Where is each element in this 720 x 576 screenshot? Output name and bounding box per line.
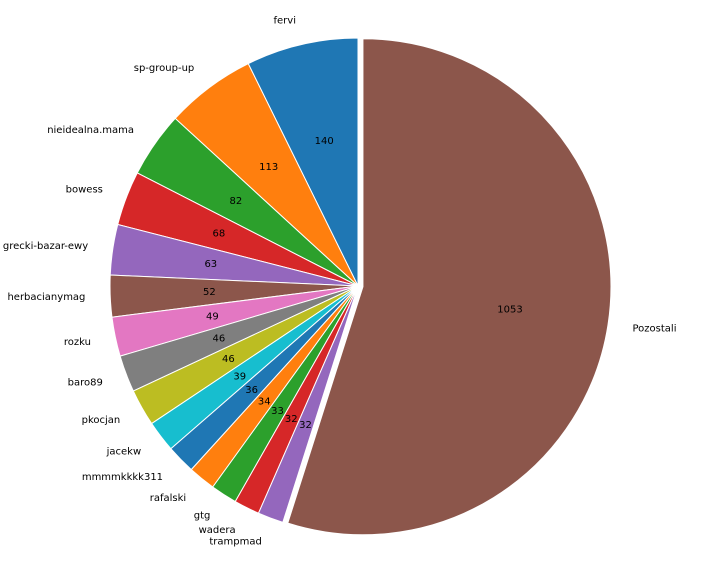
pie-slice-fervi	[247, 37, 359, 287]
slice-label: Pozostali	[633, 324, 677, 335]
value-label: 68	[212, 228, 225, 239]
slice-label: pkocjan	[82, 415, 121, 426]
slice-label: rozku	[64, 337, 91, 348]
slice-label: gtg	[194, 510, 211, 521]
slice-label: sp-group-up	[134, 63, 195, 74]
value-label: 32	[285, 414, 298, 425]
slice-label: baro89	[68, 378, 103, 389]
value-label: 32	[299, 420, 312, 431]
slice-label: trampmad	[209, 536, 261, 547]
slice-label: bowess	[66, 184, 103, 195]
value-label: 49	[206, 311, 219, 322]
value-label: 46	[212, 334, 225, 345]
value-label: 33	[271, 406, 284, 417]
pie-slice-pozostali	[287, 38, 612, 536]
value-label: 140	[315, 136, 334, 147]
slice-label: nieidealna.mama	[47, 125, 134, 136]
slice-label: herbacianymag	[7, 292, 85, 303]
value-label: 34	[258, 397, 271, 408]
slice-label: wadera	[199, 525, 236, 536]
slice-label: mmmmkkkk311	[82, 472, 163, 483]
value-label: 46	[222, 354, 235, 365]
value-label: 39	[233, 371, 246, 382]
value-label: 113	[259, 162, 278, 173]
value-label: 1053	[497, 305, 522, 316]
value-label: 82	[229, 196, 242, 207]
slice-label: fervi	[274, 15, 296, 26]
value-label: 36	[245, 385, 258, 396]
pie-slice-trampmad	[257, 285, 359, 523]
slice-label: rafalski	[150, 493, 186, 504]
value-label: 63	[204, 259, 217, 270]
value-label: 52	[203, 287, 216, 298]
slice-label: grecki-bazar-ewy	[3, 241, 88, 252]
slice-label: jacekw	[106, 447, 142, 458]
